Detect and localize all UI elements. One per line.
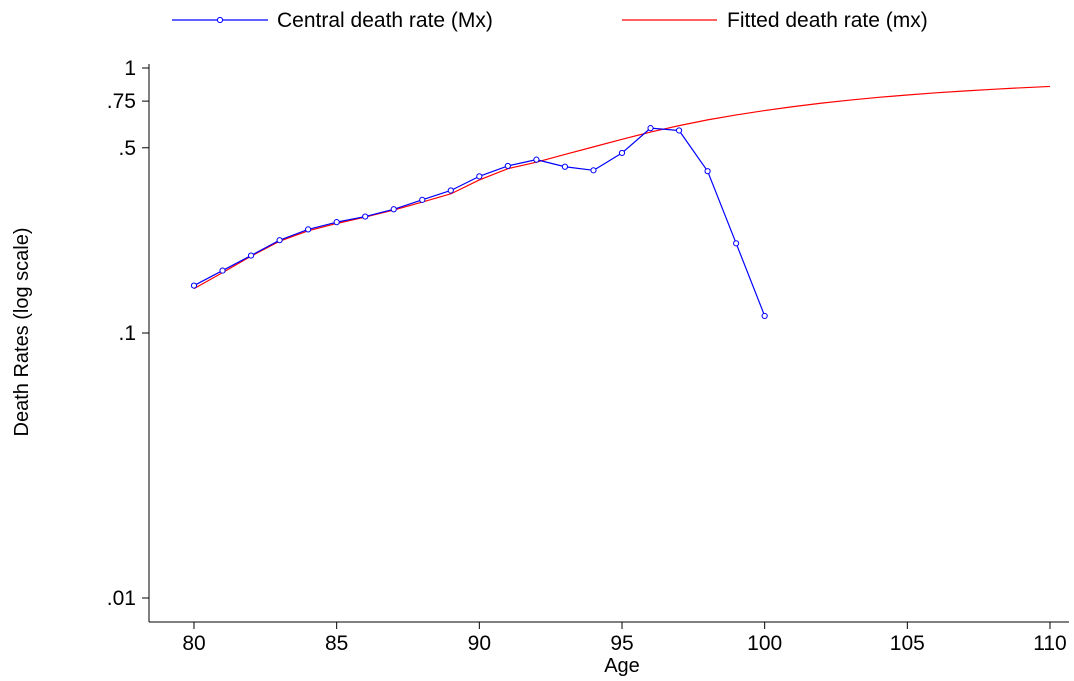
x-tick-label-85: 85 [325,632,348,655]
y-tick-label-1: 1 [124,57,136,80]
data-point-central-88 [419,196,426,203]
x-tick-label-105: 105 [890,632,925,655]
data-point-central-99 [733,240,740,247]
data-point-central-89 [447,187,454,194]
data-point-central-85 [333,219,340,226]
y-axis-title: Death Rates (log scale) [11,228,33,437]
x-tick-label-100: 100 [747,632,782,655]
data-point-central-94 [590,167,597,174]
legend-label-fitted: Fitted death rate (mx) [727,9,928,32]
data-point-central-91 [504,162,511,170]
legend-label-central: Central death rate (Mx) [277,9,493,32]
y-tick-label-0.5: .5 [118,137,136,160]
data-point-central-95 [618,149,626,157]
y-tick-label-0.01: .01 [107,587,136,610]
y-axis: .01 .1 .5 .75 1 [107,57,150,622]
legend-marker-central [216,16,224,24]
data-point-central-87 [390,206,397,213]
data-point-central-96 [647,125,654,132]
legend: Central death rate (Mx) Fitted death rat… [172,9,928,32]
legend-item-central: Central death rate (Mx) [172,9,493,32]
x-axis-title: Age [604,655,640,677]
series-line-central [193,127,766,317]
y-tick-label-0.75: .75 [107,90,136,113]
data-point-central-84 [305,226,312,233]
x-tick-label-95: 95 [610,632,633,655]
data-point-central-100 [761,312,768,320]
data-point-central-83 [276,237,283,244]
x-tick-label-110: 110 [1033,632,1066,655]
data-point-central-82 [247,252,255,259]
x-axis: 80 85 90 95 100 105 110 [149,621,1069,655]
series-line-fitted [193,85,1051,290]
legend-item-fitted: Fitted death rate (mx) [622,9,928,32]
data-point-central-86 [362,213,369,220]
data-point-central-93 [561,163,569,170]
data-point-central-80 [190,282,198,289]
plot-series [190,85,1051,320]
data-point-central-81 [219,267,226,274]
data-point-central-92 [533,156,540,163]
data-point-central-90 [476,173,483,180]
x-tick-label-90: 90 [468,632,491,655]
x-tick-label-80: 80 [182,632,205,655]
y-tick-label-0.1: .1 [118,322,136,345]
data-point-central-98 [704,168,711,175]
data-point-central-97 [675,127,683,134]
